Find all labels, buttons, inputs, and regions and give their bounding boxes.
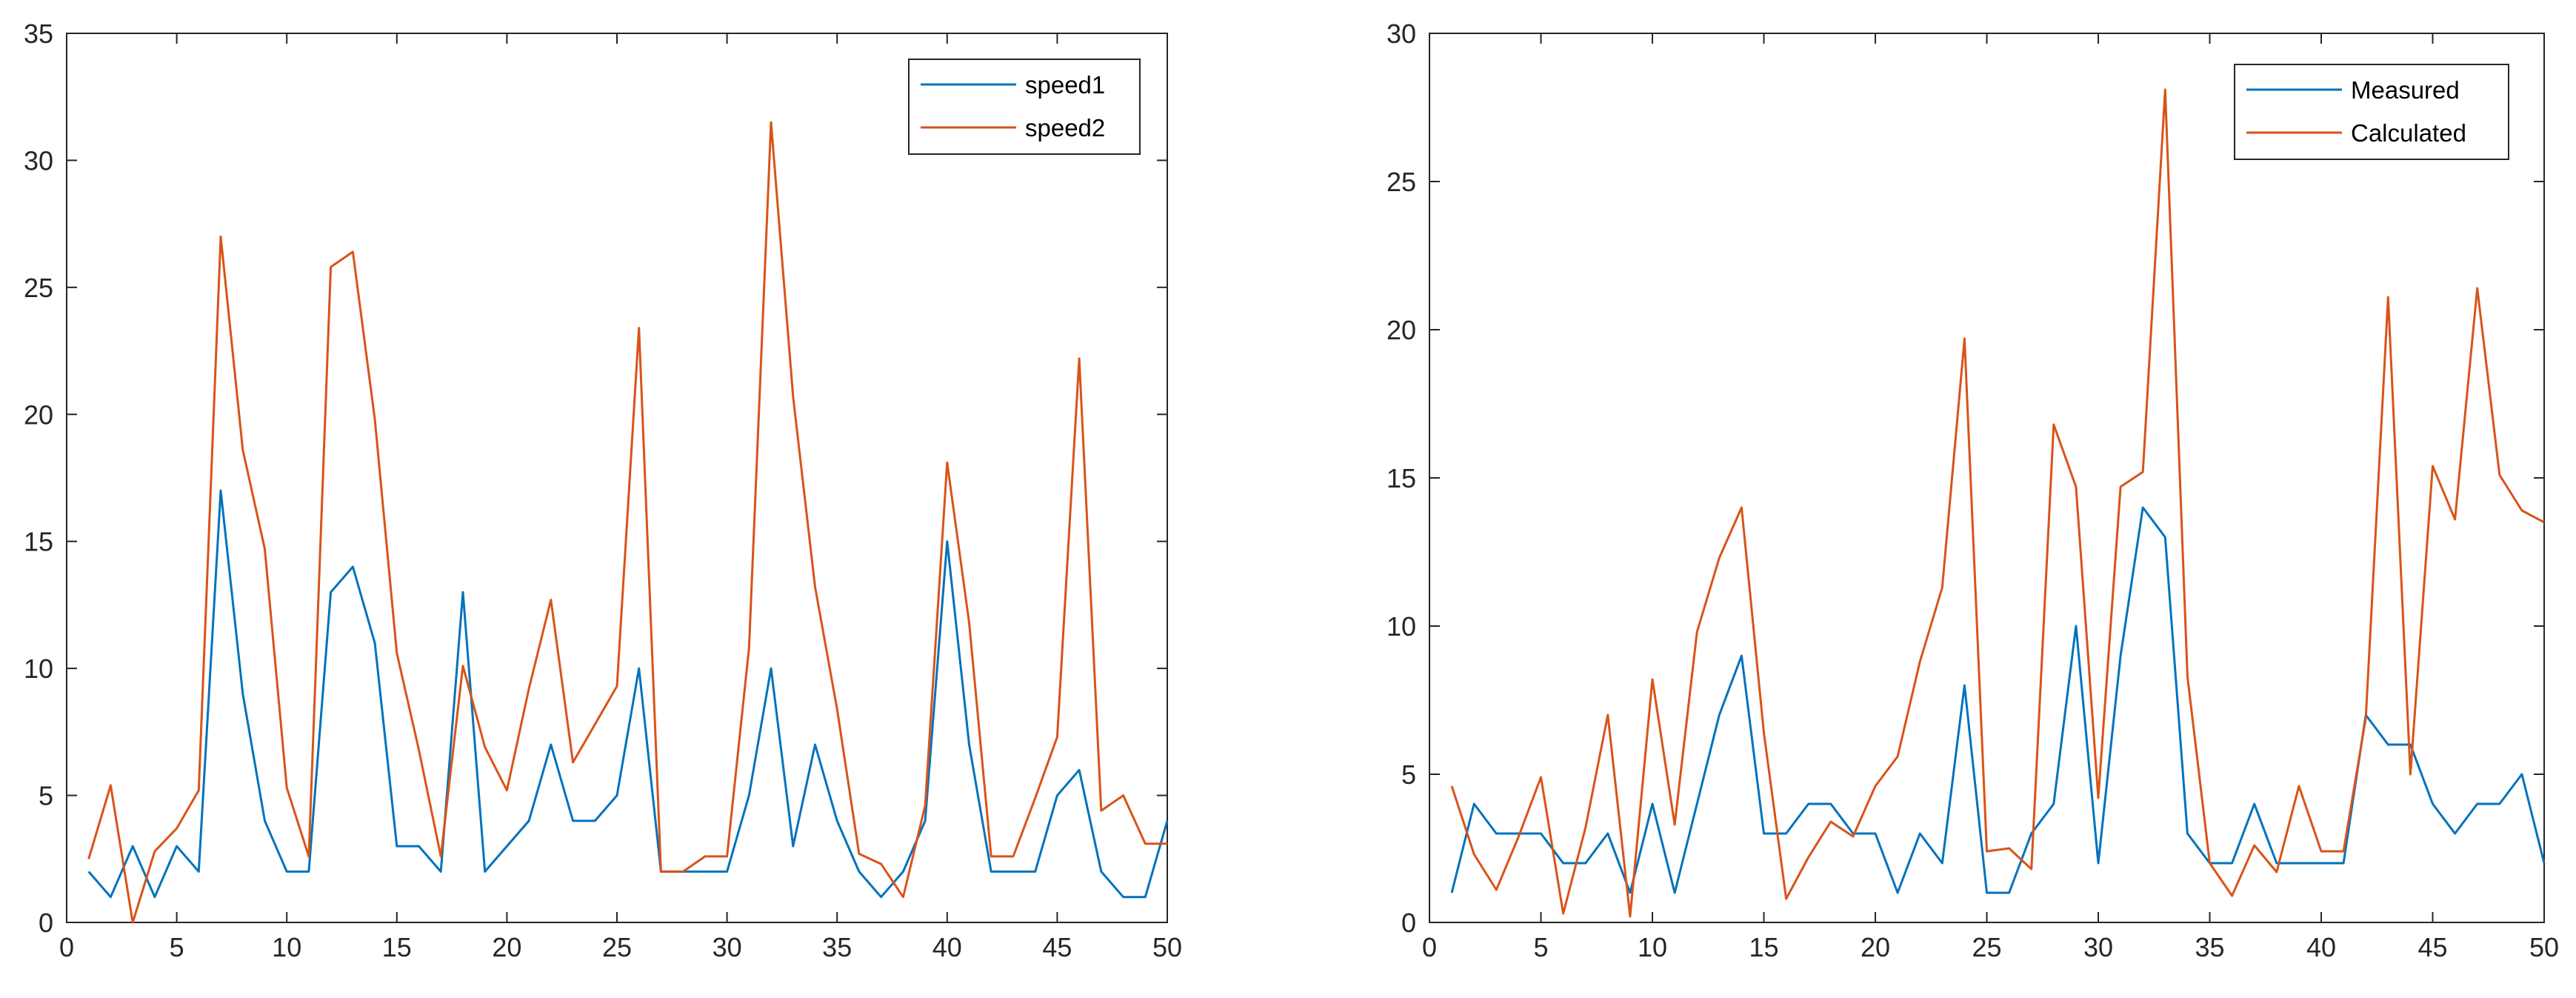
x-tick-label: 10 [1638, 932, 1667, 962]
plot-area [1429, 33, 2545, 923]
x-tick-label: 25 [1972, 932, 2001, 962]
y-tick-label: 10 [24, 653, 53, 684]
x-tick-label: 40 [932, 932, 962, 962]
left-chart: 0 5 10 15 20 25 30 35 40 45 50 0 5 10 15 20 25 30 35 speed1… [24, 19, 1182, 962]
x-tick-label: 30 [713, 932, 742, 962]
x-tick-label: 0 [1422, 932, 1437, 962]
legend-label: Measured [2351, 76, 2460, 104]
y-tick-label: 30 [1387, 19, 1416, 49]
y-tick-label: 25 [24, 273, 53, 303]
x-tick-label: 35 [2195, 932, 2224, 962]
x-tick-label: 50 [1152, 932, 1182, 962]
legend-label: speed2 [1025, 114, 1105, 142]
legend [908, 59, 1141, 155]
y-tick-label: 35 [24, 19, 53, 49]
y-tick-label: 15 [1387, 463, 1416, 493]
y-tick-label: 5 [39, 781, 53, 811]
y-tick-label: 20 [24, 399, 53, 430]
x-tick-label: 50 [2529, 932, 2559, 962]
y-tick-label: 20 [1387, 315, 1416, 345]
x-tick-label: 35 [822, 932, 852, 962]
y-tick-label: 0 [39, 908, 53, 938]
legend-label: speed1 [1025, 71, 1105, 99]
x-tick-label: 5 [170, 932, 184, 962]
series-line-speed1 [87, 489, 1169, 899]
x-tick-label: 30 [2083, 932, 2113, 962]
x-tick-label: 10 [272, 932, 301, 962]
x-tick-label: 15 [382, 932, 412, 962]
x-tick-label: 20 [492, 932, 521, 962]
x-tick-label: 20 [1861, 932, 1890, 962]
y-tick-label: 30 [24, 145, 53, 176]
legend [2234, 64, 2509, 160]
x-tick-label: 25 [602, 932, 632, 962]
y-tick-label: 10 [1387, 611, 1416, 642]
x-tick-label: 0 [59, 932, 74, 962]
right-chart: 0 5 10 15 20 25 30 35 40 45 50 0 5 10 15 20 25 30 Measured… [1387, 19, 2559, 962]
series-line-speed2 [87, 121, 1167, 924]
x-tick-label: 45 [2417, 932, 2447, 962]
x-tick-label: 15 [1749, 932, 1778, 962]
legend-label: Calculated [2351, 119, 2466, 147]
x-tick-label: 45 [1042, 932, 1072, 962]
series-line-calculated [1450, 88, 2545, 918]
y-tick-label: 0 [1401, 908, 1416, 938]
y-tick-label: 5 [1401, 759, 1416, 790]
x-tick-label: 5 [1533, 932, 1548, 962]
y-tick-label: 25 [1387, 167, 1416, 197]
x-tick-label: 40 [2306, 932, 2336, 962]
y-tick-label: 15 [24, 527, 53, 557]
